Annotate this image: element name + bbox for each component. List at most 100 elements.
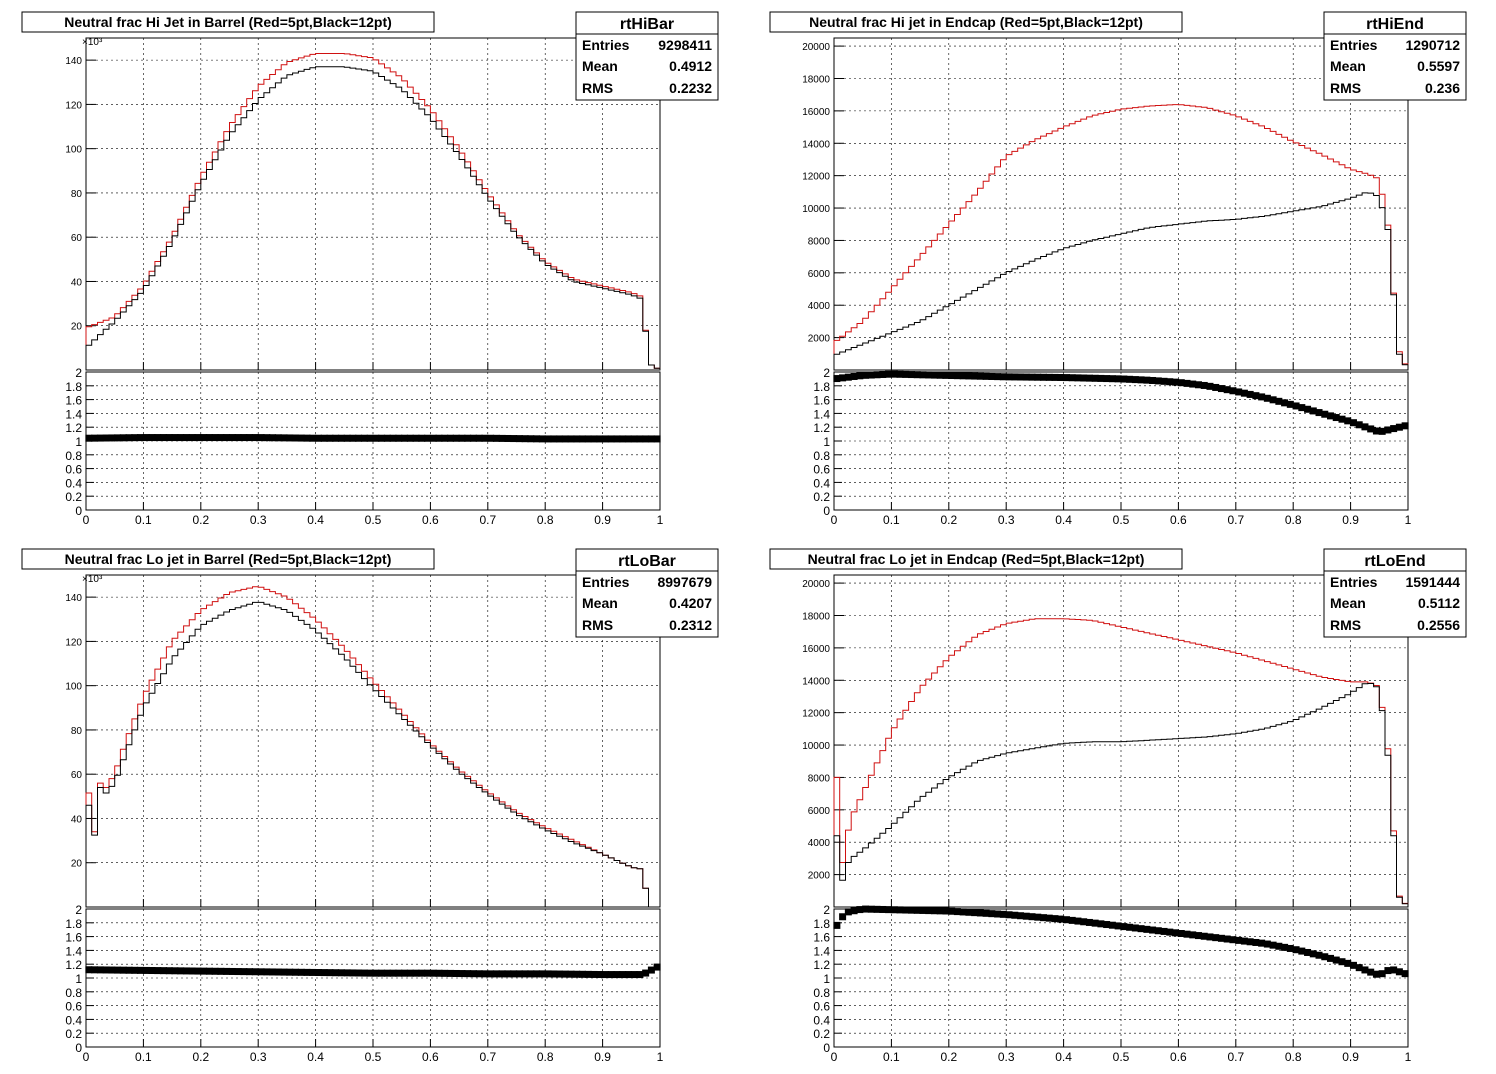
ratio-point: [228, 434, 236, 442]
ratio-point: [418, 434, 426, 442]
ratio-point: [435, 969, 443, 977]
ratio-point: [982, 909, 990, 917]
ratio-point: [636, 435, 644, 443]
ratio-point: [1355, 421, 1363, 429]
ratio-point: [217, 967, 225, 975]
x-tick-label: 0.9: [594, 1050, 611, 1064]
y-tick-label: 6000: [808, 269, 831, 280]
ratio-point: [1160, 927, 1168, 935]
ratio-point: [274, 968, 282, 976]
ratio-point: [1217, 934, 1225, 942]
ratio-point: [959, 372, 967, 380]
ratio-point: [171, 967, 179, 975]
stats-rms-label: RMS: [1330, 617, 1361, 633]
ratio-point: [188, 967, 196, 975]
ratio-tick-label: 1.4: [65, 944, 82, 958]
title-box: [769, 548, 1183, 570]
ratio-point: [1131, 376, 1139, 384]
ratio-point: [332, 434, 340, 442]
ratio-point: [263, 434, 271, 442]
series-line-black: [85, 601, 660, 908]
ratio-point: [406, 434, 414, 442]
ratio-point: [1074, 374, 1082, 382]
ratio-point: [856, 906, 864, 914]
ratio-point: [573, 435, 581, 443]
ratio-point: [1114, 375, 1122, 383]
y-tick-label: 4000: [808, 301, 831, 312]
ratio-point: [1200, 381, 1208, 389]
ratio-point: [833, 375, 841, 383]
ratio-point: [458, 434, 466, 442]
ratio-point: [1034, 373, 1042, 381]
ratio-point: [1166, 378, 1174, 386]
ratio-point: [314, 969, 322, 977]
ratio-point: [1022, 373, 1030, 381]
ratio-point: [653, 963, 661, 971]
ratio-point: [114, 966, 122, 974]
ratio-point: [297, 434, 305, 442]
title-text: Neutral frac Lo jet in Endcap (Red=5pt,B…: [808, 551, 1145, 567]
ratio-point: [965, 908, 973, 916]
ratio-point: [343, 434, 351, 442]
ratio-point: [286, 968, 294, 976]
ratio-point: [1028, 373, 1036, 381]
ratio-point: [1091, 919, 1099, 927]
ratio-point: [965, 372, 973, 380]
ratio-point: [556, 970, 564, 978]
ratio-point: [879, 370, 887, 378]
ratio-point: [1263, 394, 1271, 402]
ratio-point: [355, 969, 363, 977]
stats-box: rtLoEnd Entries 1591444 Mean 0.5112 RMS 0.2556: [1323, 548, 1467, 638]
ratio-point: [234, 968, 242, 976]
ratio-point: [1120, 375, 1128, 383]
y-tick-label: 20: [71, 322, 83, 333]
x-tick-label: 0.6: [422, 1050, 439, 1064]
ratio-point: [1240, 389, 1248, 397]
ratio-point: [1022, 912, 1030, 920]
ratio-point: [1166, 928, 1174, 936]
ratio-tick-label: 1.8: [813, 380, 830, 394]
ratio-point: [257, 434, 265, 442]
ratio-tick-label: 1.2: [813, 421, 830, 435]
ratio-point: [102, 966, 110, 974]
ratio-point: [584, 970, 592, 978]
ratio-point: [561, 435, 569, 443]
ratio-point: [913, 371, 921, 379]
stats-entries-label: Entries: [582, 574, 630, 590]
ratio-point: [412, 969, 420, 977]
ratio-point: [994, 373, 1002, 381]
x-tick-label: 0.3: [250, 513, 267, 527]
ratio-point: [510, 435, 518, 443]
x-tick-label: 0.2: [940, 1050, 957, 1064]
ratio-point: [601, 971, 609, 979]
y-tick-label: 12000: [802, 709, 830, 720]
y-tick-label: 16000: [802, 107, 830, 118]
ratio-point: [481, 434, 489, 442]
ratio-point: [590, 970, 598, 978]
ratio-point: [1349, 419, 1357, 427]
ratio-point: [607, 971, 615, 979]
ratio-point: [584, 435, 592, 443]
ratio-point: [137, 966, 145, 974]
ratio-point: [862, 371, 870, 379]
y-tick-label: 6000: [808, 806, 831, 817]
x-tick-label: 0.5: [365, 513, 382, 527]
ratio-tick-label: 0.4: [65, 476, 82, 490]
ratio-point: [1177, 379, 1185, 387]
ratio-point: [194, 967, 202, 975]
ratio-tick-label: 1.6: [813, 931, 830, 945]
stats-mean-value: 0.5112: [1418, 595, 1460, 611]
y-tick-label: 40: [71, 814, 83, 825]
ratio-point: [240, 968, 248, 976]
ratio-point: [154, 434, 162, 442]
ratio-point: [269, 968, 277, 976]
ratio-point: [119, 434, 127, 442]
y-tick-label: 20: [71, 859, 83, 870]
stats-mean-value: 0.4912: [669, 58, 712, 74]
ratio-point: [142, 966, 150, 974]
ratio-point: [1298, 947, 1306, 955]
x-tick-label: 0.1: [135, 1050, 152, 1064]
y-exponent-label: ×10³: [82, 37, 103, 48]
ratio-point: [527, 435, 535, 443]
x-tick-label: 0.4: [307, 1050, 324, 1064]
